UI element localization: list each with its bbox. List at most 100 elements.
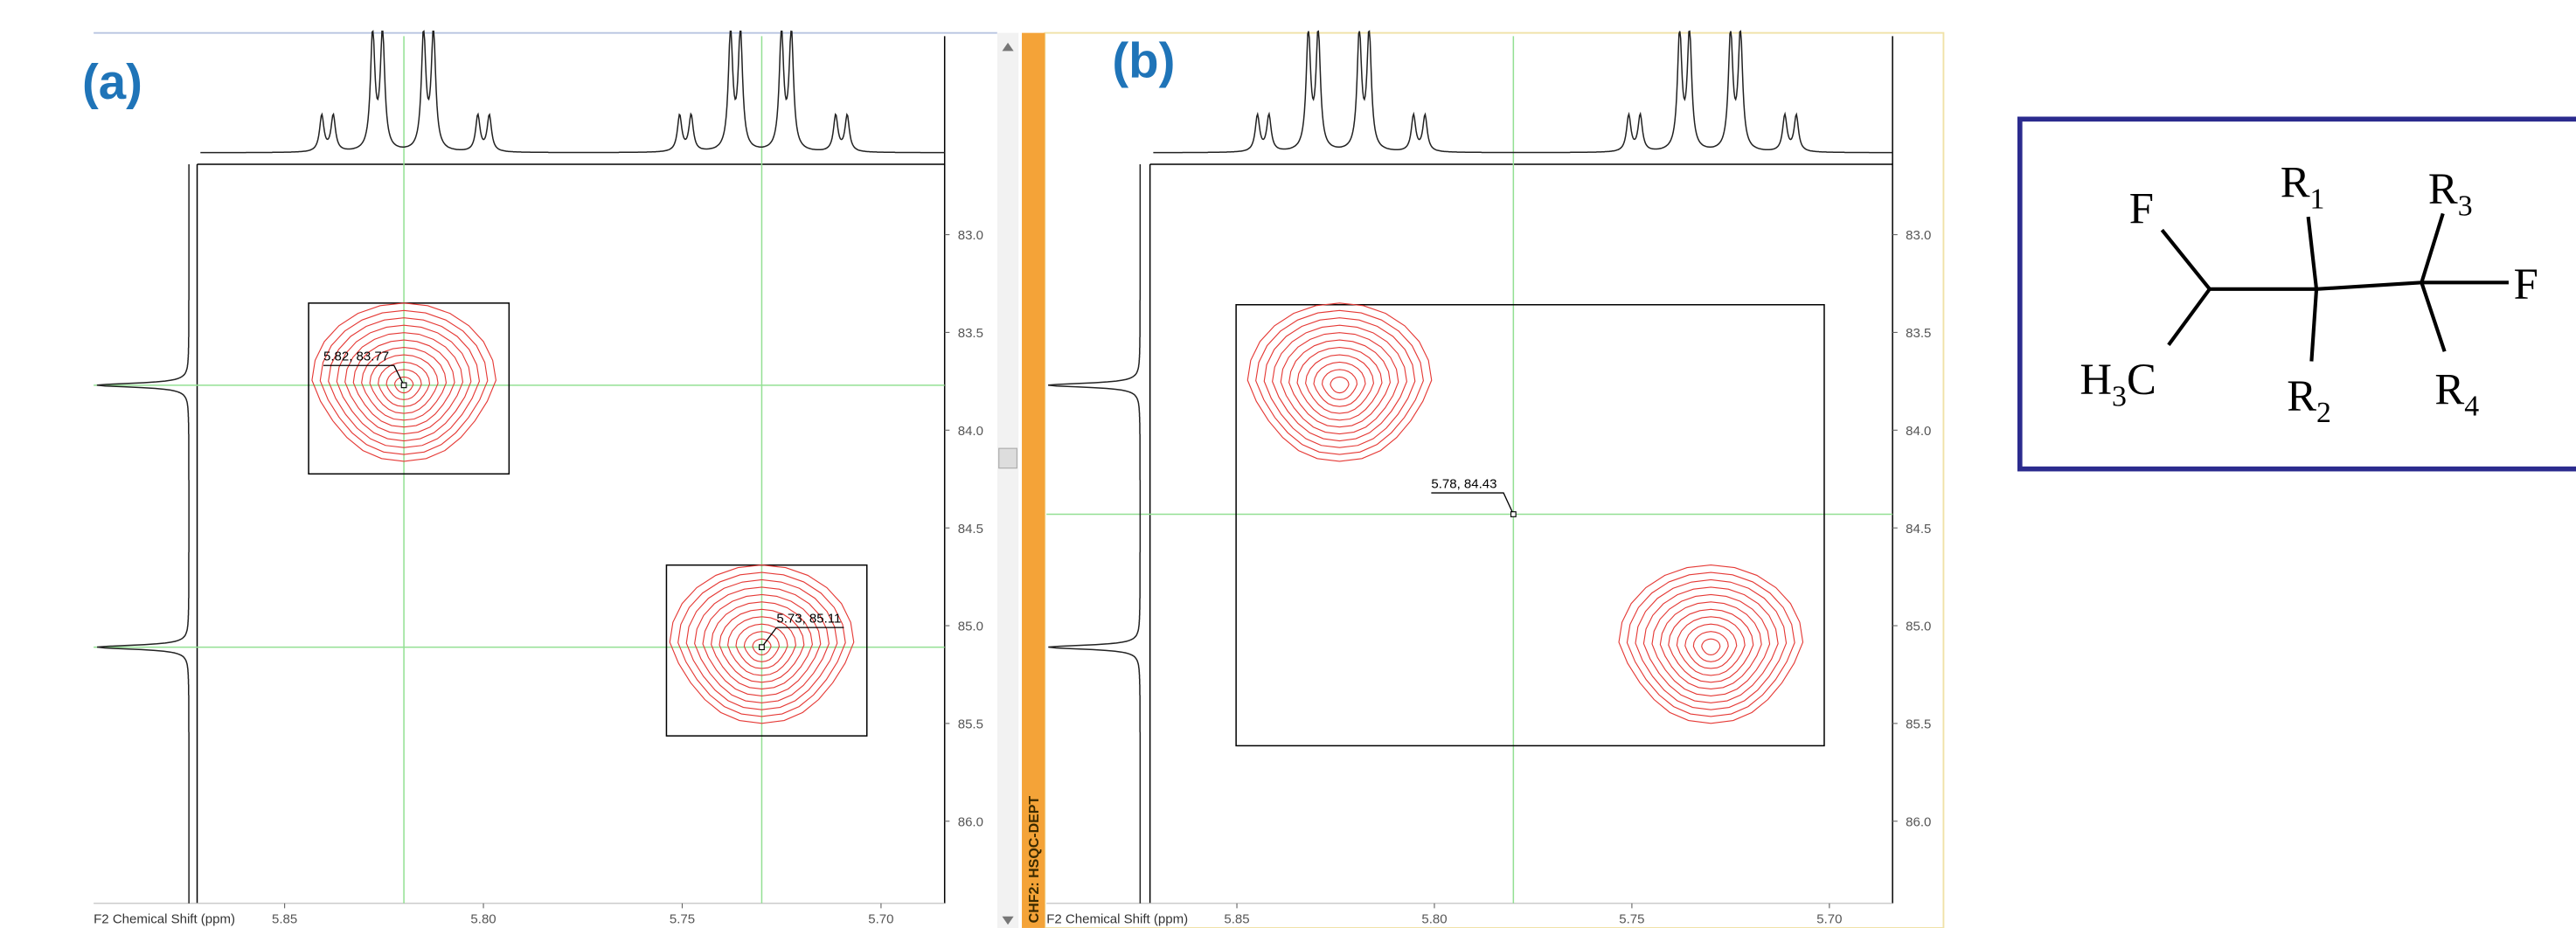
contour-level <box>685 578 838 710</box>
zoom-box <box>665 564 868 737</box>
contour-level <box>694 586 830 703</box>
x-tick-label: 5.70 <box>868 911 893 926</box>
contour-level <box>719 608 805 683</box>
y-tick-label: 86.0 <box>1906 814 1931 829</box>
contour-level <box>1246 302 1433 462</box>
scroll-track[interactable] <box>996 32 1019 928</box>
contour-level <box>1296 346 1383 421</box>
sidebar-label: CHF2: HSQC-DEPT <box>1027 796 1042 924</box>
y-tick-label: 83.0 <box>958 228 983 243</box>
contour-level <box>1330 376 1350 394</box>
panel-label: (a) <box>82 54 142 109</box>
y-tick-label: 84.5 <box>958 522 983 537</box>
contour-level <box>1288 339 1391 428</box>
contour-level <box>669 564 855 724</box>
contour-level <box>394 376 414 394</box>
scroll-down[interactable] <box>1002 916 1014 925</box>
leader <box>1431 492 1514 515</box>
contour-level <box>1701 638 1721 655</box>
contour-level <box>344 332 464 435</box>
contour-level <box>1263 317 1416 448</box>
contour-level <box>1618 564 1804 724</box>
y-tick-label: 83.0 <box>1906 228 1931 243</box>
cross-peak <box>1246 302 1433 462</box>
contour-level <box>378 361 431 407</box>
contour-level <box>711 601 813 690</box>
contour-level <box>319 309 489 455</box>
y-tick-label: 84.0 <box>958 424 983 439</box>
contour-level <box>735 623 788 669</box>
leader <box>323 364 405 386</box>
contour-level <box>1272 324 1407 442</box>
contour-level <box>1255 309 1424 455</box>
contour-level <box>1280 332 1399 435</box>
molecule-box <box>2017 116 2576 472</box>
zoom-box <box>1235 303 1825 747</box>
atom: F <box>2129 184 2154 233</box>
y-tick-label: 84.5 <box>1906 522 1931 537</box>
x-tick-label: 5.85 <box>1224 911 1249 926</box>
peak-label: 5.73, 85.11 <box>776 611 841 626</box>
contour-level <box>311 302 496 462</box>
contour-level <box>328 317 481 448</box>
x-tick-label: 5.70 <box>1816 911 1842 926</box>
contour-level <box>743 631 781 662</box>
x-tick-label: 5.80 <box>470 911 496 926</box>
atom: F <box>2514 260 2538 308</box>
contour-level <box>1659 601 1762 690</box>
contour-level <box>1626 571 1795 717</box>
contour-level <box>1305 354 1375 414</box>
contour-level <box>1668 608 1754 683</box>
contour-level <box>336 324 472 442</box>
y-tick-label: 85.0 <box>958 620 983 634</box>
contour-level <box>1684 623 1738 669</box>
f2-projection <box>1153 30 1893 154</box>
atom: R4 <box>2434 364 2479 422</box>
peak-marker <box>400 382 407 389</box>
contour-level <box>352 339 455 428</box>
y-tick-label: 86.0 <box>958 814 983 829</box>
sidebar-tab[interactable] <box>1022 32 1045 928</box>
y-tick-label: 85.5 <box>1906 717 1931 732</box>
atom: R1 <box>2281 158 2325 216</box>
peak-label: 5.82, 83.77 <box>323 350 389 364</box>
panel-label: (b) <box>1112 32 1175 87</box>
contour-level <box>385 369 422 400</box>
cursor-label: 5.78, 84.43 <box>1431 476 1496 491</box>
atom: R3 <box>2428 164 2473 222</box>
contour-level <box>1651 593 1771 696</box>
contour-level <box>1322 369 1358 400</box>
scroll-thumb[interactable] <box>998 447 1017 469</box>
cross-peak <box>1618 564 1804 724</box>
contour-level <box>702 593 822 696</box>
bonds <box>2160 212 2509 362</box>
contour-level <box>1676 616 1746 676</box>
contour-level <box>361 346 448 421</box>
peak-marker <box>759 644 765 651</box>
x-axis-label: F2 Chemical Shift (ppm) <box>1046 911 1188 926</box>
f1-projection <box>96 163 190 904</box>
y-tick-label: 85.5 <box>958 717 983 732</box>
cross-peak <box>311 302 496 462</box>
x-tick-label: 5.75 <box>1619 911 1644 926</box>
y-tick-label: 83.5 <box>958 326 983 341</box>
y-tick-label: 85.0 <box>1906 620 1931 634</box>
contour-level <box>1642 586 1779 703</box>
scrollbar[interactable] <box>996 32 1019 928</box>
x-tick-label: 5.85 <box>272 911 297 926</box>
scroll-up[interactable] <box>1002 42 1014 52</box>
contour-level <box>727 616 796 676</box>
contour-level <box>1313 361 1366 407</box>
contour-level <box>1692 631 1729 662</box>
leader <box>760 627 777 648</box>
atom: R2 <box>2287 371 2331 429</box>
atom: H3C <box>2080 355 2156 412</box>
f1-projection <box>1048 163 1142 904</box>
contour-level <box>369 354 439 414</box>
x-axis-label: F2 Chemical Shift (ppm) <box>94 911 235 926</box>
cursor-marker <box>1510 511 1517 517</box>
contour-level <box>1635 578 1788 710</box>
contour-level <box>677 571 846 717</box>
